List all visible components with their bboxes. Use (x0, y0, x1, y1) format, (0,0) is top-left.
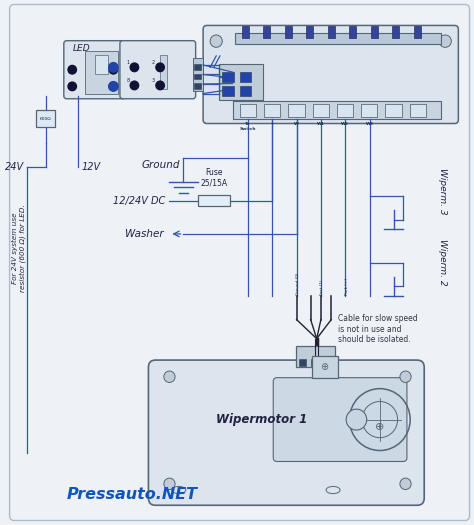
Bar (193, 58, 203, 91)
Bar (222, 72, 234, 81)
Circle shape (156, 81, 164, 90)
Circle shape (400, 371, 411, 382)
Text: ⊕: ⊕ (320, 362, 329, 372)
Text: 2: 2 (152, 60, 155, 65)
Circle shape (109, 82, 118, 91)
Bar (239, 104, 256, 117)
Text: 8: 8 (127, 78, 130, 83)
Text: Wipermotor 1: Wipermotor 1 (216, 413, 308, 426)
Bar (194, 64, 201, 70)
Circle shape (130, 81, 138, 90)
Bar (288, 104, 305, 117)
Circle shape (210, 35, 222, 47)
Bar (361, 104, 377, 117)
Bar (85, 51, 118, 93)
Text: Fast (1): Fast (1) (320, 280, 324, 295)
Text: Ground: Ground (141, 160, 180, 170)
Bar (312, 104, 329, 117)
Bar (194, 74, 201, 79)
Circle shape (439, 35, 451, 47)
FancyBboxPatch shape (203, 25, 458, 123)
Bar (306, 26, 313, 38)
Text: Wiperm. 3: Wiperm. 3 (438, 168, 447, 214)
Bar (95, 56, 108, 75)
Bar (328, 26, 335, 38)
Circle shape (109, 66, 118, 74)
Text: Pressauto.NET: Pressauto.NET (67, 487, 198, 502)
Circle shape (164, 371, 175, 382)
Text: W3: W3 (365, 122, 374, 126)
FancyBboxPatch shape (64, 40, 126, 99)
Circle shape (156, 63, 164, 71)
FancyBboxPatch shape (9, 5, 470, 520)
Bar (337, 104, 353, 117)
Bar (392, 26, 400, 38)
Text: Cable for slow speed
is not in use and
should be isolated.: Cable for slow speed is not in use and s… (338, 314, 418, 344)
Bar (312, 356, 338, 377)
Circle shape (400, 478, 411, 489)
Circle shape (346, 409, 367, 430)
Text: Wiperm. 2: Wiperm. 2 (438, 239, 447, 286)
Bar (235, 33, 441, 44)
Text: Fuse
25/15A: Fuse 25/15A (201, 168, 228, 187)
Bar (239, 87, 251, 96)
Text: W2: W2 (341, 122, 349, 126)
Bar (264, 104, 280, 117)
Circle shape (109, 62, 118, 72)
Text: 12V: 12V (82, 162, 100, 172)
Bar (349, 26, 356, 38)
FancyBboxPatch shape (120, 40, 196, 99)
Bar (371, 26, 378, 38)
Text: +: + (271, 122, 274, 126)
Bar (311, 359, 318, 366)
Bar (414, 26, 421, 38)
Bar (36, 110, 55, 127)
Circle shape (68, 82, 76, 91)
Bar (410, 104, 426, 117)
FancyBboxPatch shape (273, 377, 407, 461)
Circle shape (68, 66, 76, 74)
Text: 24V: 24V (4, 162, 24, 172)
Text: 1: 1 (127, 60, 130, 65)
Bar (323, 359, 330, 366)
Text: ⊕: ⊕ (375, 422, 384, 432)
Bar (198, 195, 230, 206)
Bar (296, 346, 336, 367)
Circle shape (109, 81, 118, 91)
Text: LED: LED (73, 44, 91, 53)
Bar (385, 104, 402, 117)
Bar (160, 56, 167, 89)
Text: 600Ω: 600Ω (40, 117, 51, 121)
Circle shape (164, 478, 175, 489)
Bar (233, 101, 441, 119)
Bar (219, 64, 263, 100)
Text: To
Switch: To Switch (240, 122, 256, 131)
Bar (242, 26, 249, 38)
Text: W: W (294, 122, 299, 126)
Text: 3: 3 (152, 78, 155, 83)
Bar (222, 87, 234, 96)
Text: W1: W1 (317, 122, 325, 126)
Text: Ground (0): Ground (0) (296, 272, 300, 295)
Bar (264, 26, 271, 38)
Text: 12/24V DC: 12/24V DC (112, 196, 165, 206)
Bar (285, 26, 292, 38)
Text: Washer: Washer (125, 229, 164, 239)
Circle shape (130, 63, 138, 71)
Bar (194, 83, 201, 89)
Text: For 24V system use
resistor (600 Ω) for LED.: For 24V system use resistor (600 Ω) for … (12, 204, 26, 292)
Bar (239, 72, 251, 81)
FancyBboxPatch shape (148, 360, 424, 505)
Bar (300, 359, 306, 366)
Text: Park (+): Park (+) (345, 278, 349, 295)
